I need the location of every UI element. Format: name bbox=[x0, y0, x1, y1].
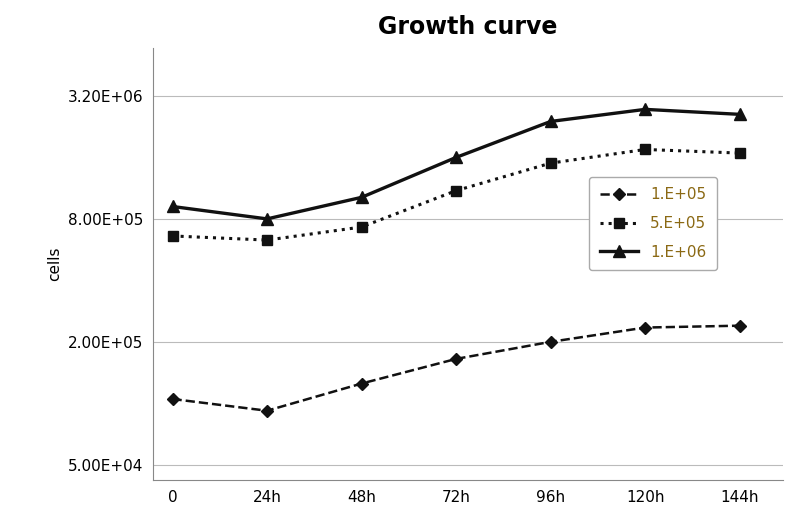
Legend: 1.E+05, 5.E+05, 1.E+06: 1.E+05, 5.E+05, 1.E+06 bbox=[589, 177, 717, 270]
1.E+05 bbox=[735, 322, 745, 329]
5.E+05 bbox=[735, 150, 745, 156]
5.E+05 bbox=[546, 160, 555, 166]
Title: Growth curve: Growth curve bbox=[378, 15, 558, 39]
1.E+06 bbox=[357, 194, 366, 201]
1.E+06 bbox=[640, 106, 650, 112]
Line: 5.E+05: 5.E+05 bbox=[168, 145, 745, 245]
Line: 1.E+05: 1.E+05 bbox=[168, 321, 744, 415]
Line: 1.E+06: 1.E+06 bbox=[167, 104, 745, 225]
5.E+05 bbox=[357, 224, 366, 230]
1.E+05 bbox=[168, 396, 177, 402]
1.E+05 bbox=[640, 324, 650, 331]
1.E+06 bbox=[168, 203, 177, 210]
5.E+05 bbox=[640, 146, 650, 152]
1.E+05 bbox=[263, 408, 272, 414]
Y-axis label: cells: cells bbox=[47, 247, 62, 281]
5.E+05 bbox=[452, 188, 461, 194]
5.E+05 bbox=[263, 237, 272, 243]
1.E+05 bbox=[357, 381, 366, 387]
1.E+05 bbox=[546, 339, 555, 345]
1.E+05 bbox=[452, 356, 461, 362]
5.E+05 bbox=[168, 233, 177, 239]
1.E+06 bbox=[263, 216, 272, 222]
1.E+06 bbox=[546, 119, 555, 125]
1.E+06 bbox=[452, 154, 461, 161]
1.E+06 bbox=[735, 111, 745, 118]
